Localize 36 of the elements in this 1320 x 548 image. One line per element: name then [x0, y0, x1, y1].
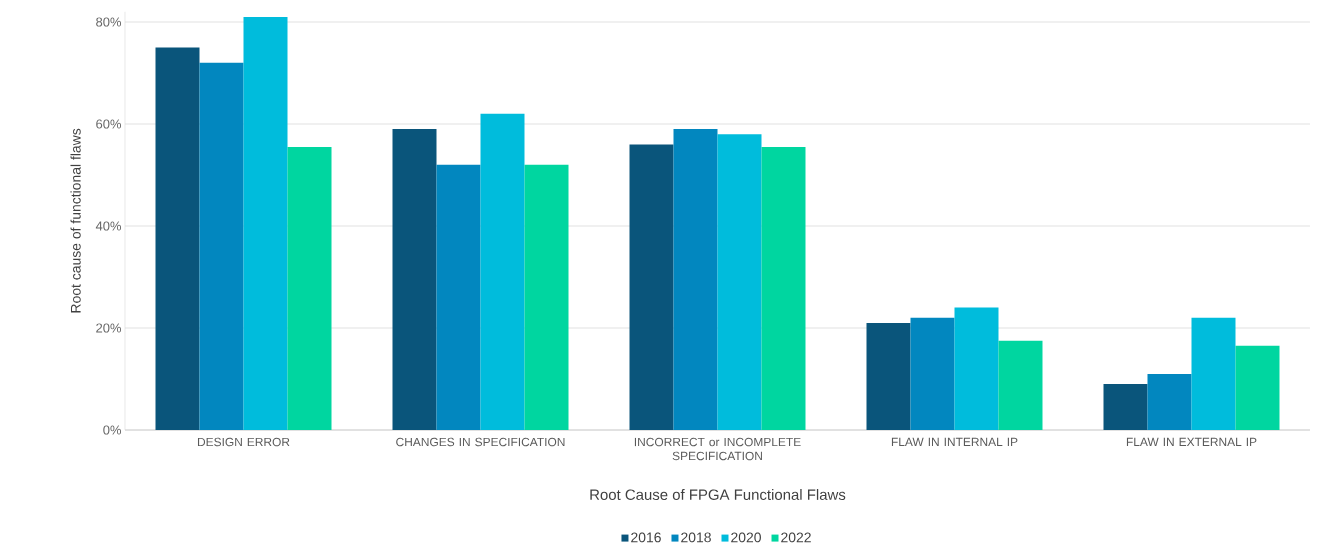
- bar: [392, 129, 437, 430]
- x-axis-title: Root Cause of FPGA Functional Flaws: [590, 489, 846, 500]
- bar: [524, 164, 569, 430]
- bar: [480, 113, 525, 430]
- legend-label: 2022: [781, 532, 811, 543]
- bar: [761, 146, 806, 430]
- y-tick-label: 60%: [96, 119, 122, 129]
- bar: [717, 134, 762, 430]
- x-tick-label: INCORRECT or INCOMPLETE SPECIFICATION: [634, 437, 801, 461]
- x-tick-label: CHANGES IN SPECIFICATION: [396, 437, 565, 447]
- legend-label: 2018: [681, 532, 711, 543]
- y-tick-label: 20%: [96, 323, 122, 333]
- bar: [910, 317, 955, 430]
- y-tick-label: 40%: [95, 221, 122, 231]
- y-axis-title: Root cause of functional flaws: [70, 128, 81, 313]
- bar: [1103, 384, 1148, 430]
- legend-label: 2016: [631, 532, 661, 543]
- bar: [287, 146, 332, 430]
- bar: [243, 16, 288, 430]
- bar: [866, 322, 911, 430]
- bar: [629, 144, 674, 430]
- x-tick-label: DESIGN ERROR: [197, 437, 290, 447]
- bar: [1191, 317, 1236, 430]
- bar: [199, 62, 244, 430]
- x-tick-label: FLAW IN EXTERNAL IP: [1126, 437, 1257, 446]
- y-tick-label: 80%: [96, 17, 122, 27]
- y-tick-label: 0%: [103, 425, 122, 435]
- bar: [954, 307, 999, 430]
- bar: [998, 340, 1043, 430]
- bar: [673, 129, 718, 430]
- legend-label: 2020: [731, 532, 761, 543]
- bar: [1147, 373, 1192, 430]
- bar: [155, 47, 200, 430]
- bar: [1235, 345, 1280, 430]
- bar: [436, 164, 481, 430]
- x-tick-label: FLAW IN INTERNAL IP: [891, 437, 1018, 446]
